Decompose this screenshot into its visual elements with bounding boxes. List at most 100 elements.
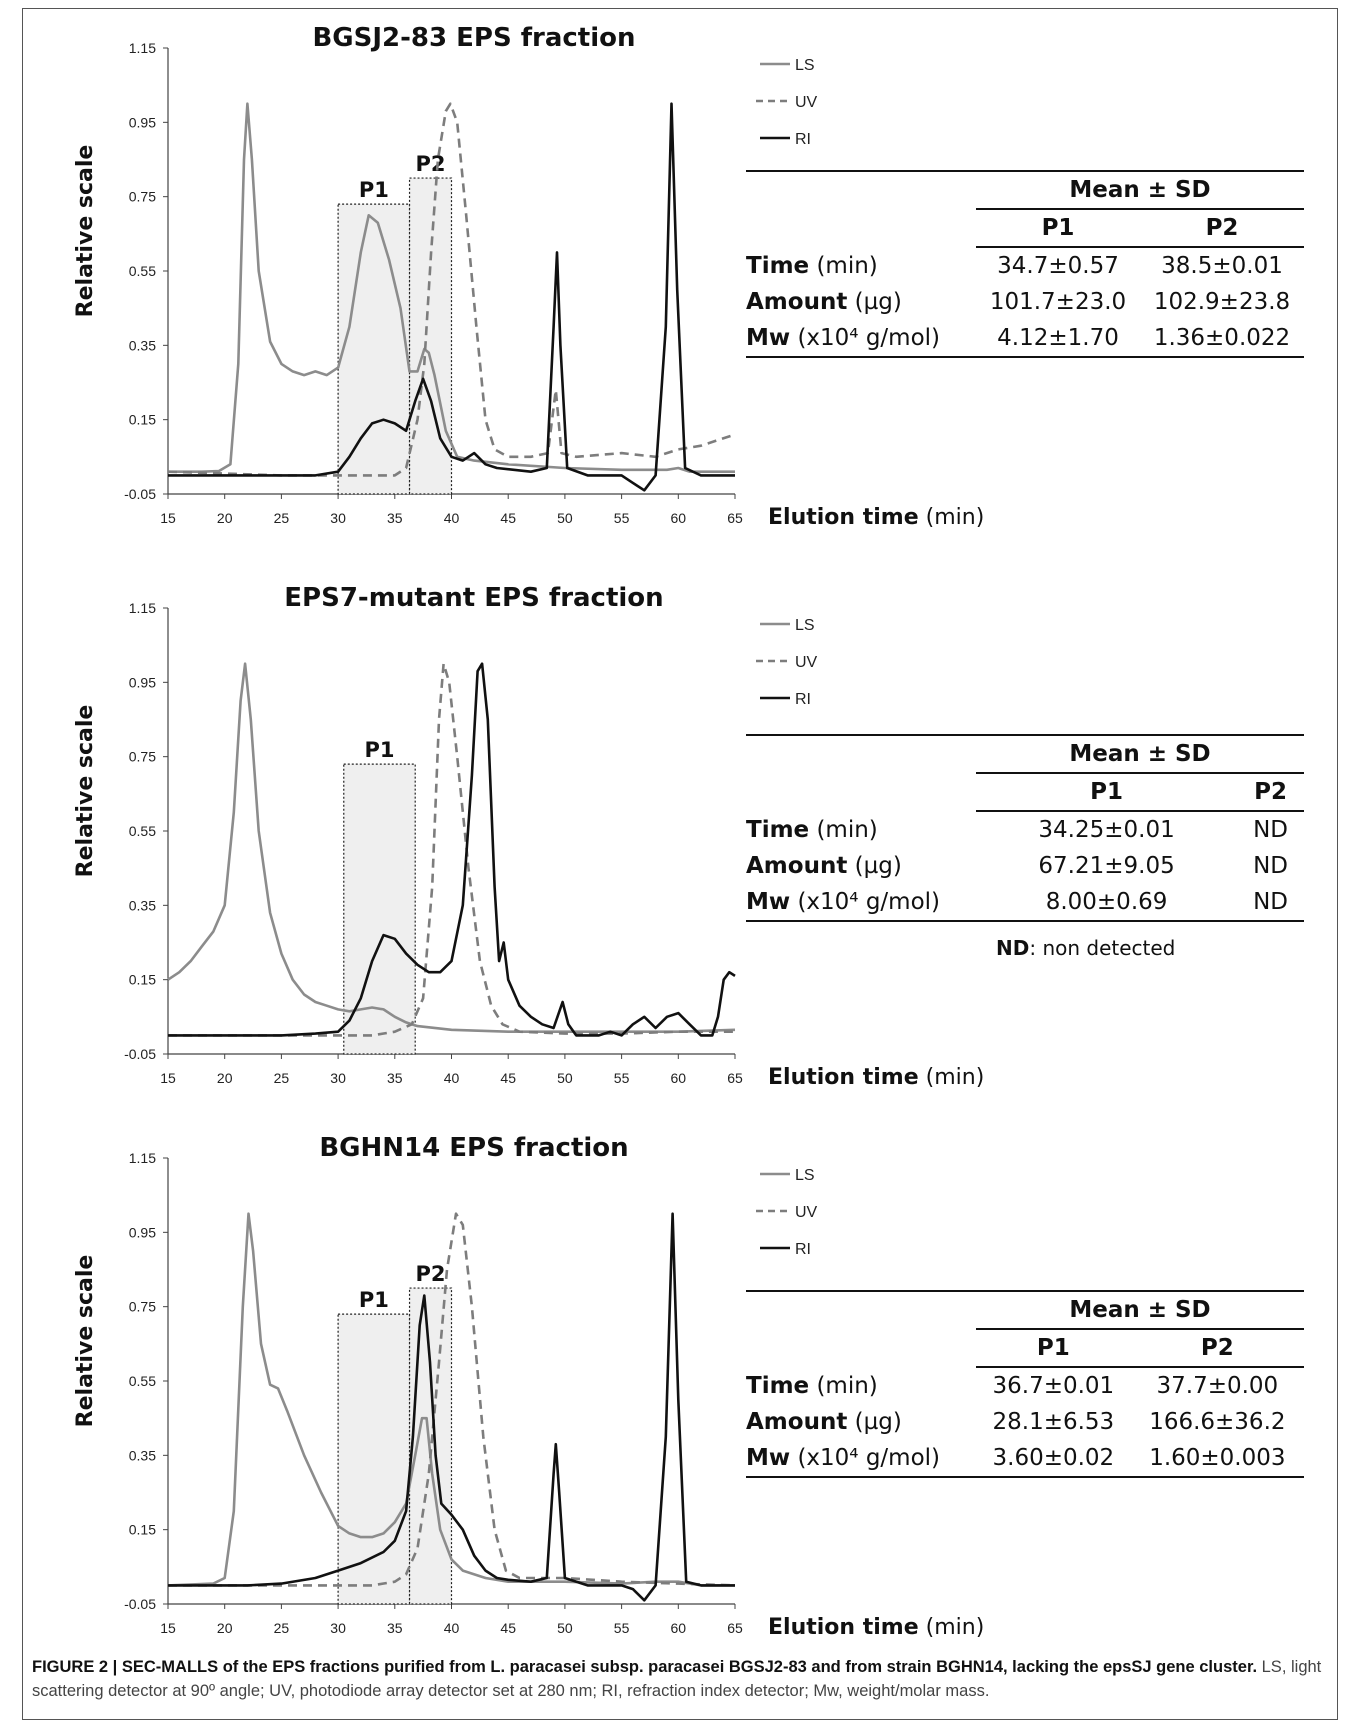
- x-tick-label: 55: [614, 1070, 630, 1086]
- fraction-box-p1: [337, 1313, 411, 1605]
- y-tick-label: 0.95: [129, 114, 156, 130]
- legend-label-ri: RI: [795, 691, 811, 708]
- fraction-box-p1: [337, 203, 411, 495]
- y-tick-label: -0.05: [124, 1596, 156, 1612]
- y-axis-label: Relative scale: [73, 1255, 98, 1428]
- y-tick-label: 0.15: [129, 1522, 156, 1538]
- column-header-p1: P1: [976, 209, 1140, 248]
- x-tick-label: 40: [444, 1070, 460, 1086]
- x-tick-label: 20: [217, 510, 233, 526]
- legend-label-ls: LS: [795, 57, 815, 74]
- chart-title: BGSJ2-83 EPS fraction: [312, 23, 635, 53]
- x-tick-label: 15: [160, 510, 176, 526]
- figure-frame: [22, 8, 1338, 1720]
- x-tick-label: 50: [557, 1620, 573, 1636]
- fraction-label-p2: P2: [416, 1262, 446, 1286]
- x-tick-label: 20: [217, 1070, 233, 1086]
- table-row: Time (min) 36.7±0.01 37.7±0.00: [746, 1372, 1279, 1400]
- x-tick-label: 30: [330, 1070, 346, 1086]
- legend-label-ri: RI: [795, 1241, 811, 1258]
- stats-table-eps7-mutant: Mean ± SD P1 P2 Time (min) 34.25±0.01 ND Amoun…: [746, 734, 1304, 960]
- x-tick-label: 35: [387, 510, 403, 526]
- table-row: Amount (µg) 28.1±6.53 166.6±36.2: [746, 1409, 1286, 1435]
- x-tick-label: 25: [274, 1620, 290, 1636]
- y-axis-label: Relative scale: [73, 705, 98, 878]
- x-tick-label: 65: [727, 1620, 743, 1636]
- y-tick-label: 0.35: [129, 897, 156, 913]
- table-row: Mw (x10⁴ g/mol) 8.00±0.69 ND: [746, 884, 1304, 922]
- chart-panel-bghn14: 1.15 0.95 0.75 0.55 0.35 0.15 -0.05 15 20 25 30 35 4…: [0, 1115, 1360, 1675]
- column-header-p2: P2: [1130, 1329, 1304, 1368]
- x-tick-label: 40: [444, 510, 460, 526]
- series-line-ri: [168, 1212, 735, 1602]
- legend-label-ls: LS: [795, 1167, 815, 1184]
- y-tick-label: 1.15: [129, 40, 156, 56]
- x-tick-label: 50: [557, 510, 573, 526]
- series-line-ls: [168, 102, 735, 473]
- table-note: ND: non detected: [996, 936, 1176, 960]
- caption-rest: LS, light scattering detector at 90º ang…: [32, 1658, 1322, 1700]
- x-tick-label: 40: [444, 1620, 460, 1636]
- table-row: Time (min) 34.7±0.57 38.5±0.01: [746, 252, 1283, 280]
- x-tick-label: 35: [387, 1070, 403, 1086]
- x-tick-label: 15: [160, 1620, 176, 1636]
- table-row: Time (min) 34.25±0.01 ND: [746, 816, 1289, 844]
- x-tick-label: 65: [727, 1070, 743, 1086]
- mean-sd-header: Mean ± SD: [976, 734, 1304, 774]
- column-header-p2: P2: [1237, 773, 1304, 812]
- series-line-ri: [168, 662, 736, 1037]
- x-tick-label: 65: [727, 510, 743, 526]
- table-row: Amount (µg) 67.21±9.05 ND: [746, 853, 1289, 879]
- column-header-p1: P1: [976, 773, 1238, 812]
- chart-title: EPS7-mutant EPS fraction: [284, 583, 663, 613]
- series-line-ls: [167, 662, 736, 1033]
- y-tick-label: 0.55: [129, 823, 156, 839]
- y-tick-label: -0.05: [124, 1046, 156, 1062]
- x-axis-label: Elution time (min): [768, 1065, 984, 1090]
- legend-label-ls: LS: [795, 617, 815, 634]
- y-tick-label: -0.05: [124, 486, 156, 502]
- x-tick-label: 60: [671, 510, 687, 526]
- y-axis-label: Relative scale: [73, 145, 98, 318]
- legend-label-uv: UV: [795, 94, 818, 111]
- x-tick-label: 25: [274, 1070, 290, 1086]
- stats-table: Mean ± SD P1 P2 Time (min) 36.7±0.01 37.7±0.0…: [746, 1290, 1304, 1478]
- stats-table: Mean ± SD P1 P2 Time (min) 34.7±0.57 38.5±0.0…: [746, 170, 1304, 358]
- table-row: Mw (x10⁴ g/mol) 4.12±1.70 1.36±0.022: [746, 320, 1304, 358]
- chart-panel-eps7-mutant: 1.15 0.95 0.75 0.55 0.35 0.15 -0.05 15 20 25 30 35 4…: [0, 560, 1360, 1120]
- series-line-uv: [168, 1212, 736, 1587]
- y-tick-label: 0.75: [129, 189, 156, 205]
- y-tick-label: 1.15: [129, 1150, 156, 1166]
- x-tick-label: 45: [500, 510, 516, 526]
- series-line-uv: [168, 662, 735, 1037]
- stats-table-bgsj2-83: Mean ± SD P1 P2 Time (min) 34.7±0.57 38.5±0.0…: [746, 170, 1304, 358]
- legend-label-ri: RI: [795, 131, 811, 148]
- fraction-label-p1: P1: [359, 1288, 389, 1312]
- x-tick-label: 45: [500, 1620, 516, 1636]
- mean-sd-header: Mean ± SD: [976, 170, 1304, 210]
- mean-sd-header: Mean ± SD: [976, 1290, 1304, 1330]
- y-tick-label: 0.35: [129, 337, 156, 353]
- caption-bold: FIGURE 2 | SEC-MALLS of the EPS fraction…: [32, 1658, 1258, 1676]
- chart-title: BGHN14 EPS fraction: [319, 1133, 628, 1163]
- figure-caption: FIGURE 2 | SEC-MALLS of the EPS fraction…: [32, 1655, 1327, 1703]
- x-tick-label: 45: [500, 1070, 516, 1086]
- x-tick-label: 60: [671, 1070, 687, 1086]
- x-tick-label: 55: [614, 1620, 630, 1636]
- x-tick-label: 15: [160, 1070, 176, 1086]
- stats-table: Mean ± SD P1 P2 Time (min) 34.25±0.01 ND Amoun…: [746, 734, 1304, 922]
- x-tick-label: 30: [330, 510, 346, 526]
- fraction-label-p2: P2: [416, 152, 446, 176]
- y-tick-label: 0.75: [129, 1299, 156, 1315]
- y-tick-label: 0.55: [129, 1373, 156, 1389]
- fraction-label-p1: P1: [364, 738, 394, 762]
- table-row: Amount (µg) 101.7±23.0 102.9±23.8: [746, 289, 1291, 315]
- x-tick-label: 50: [557, 1070, 573, 1086]
- y-tick-label: 0.15: [129, 412, 156, 428]
- legend-label-uv: UV: [795, 654, 818, 671]
- column-header-p1: P1: [976, 1329, 1131, 1368]
- y-tick-label: 0.95: [129, 674, 156, 690]
